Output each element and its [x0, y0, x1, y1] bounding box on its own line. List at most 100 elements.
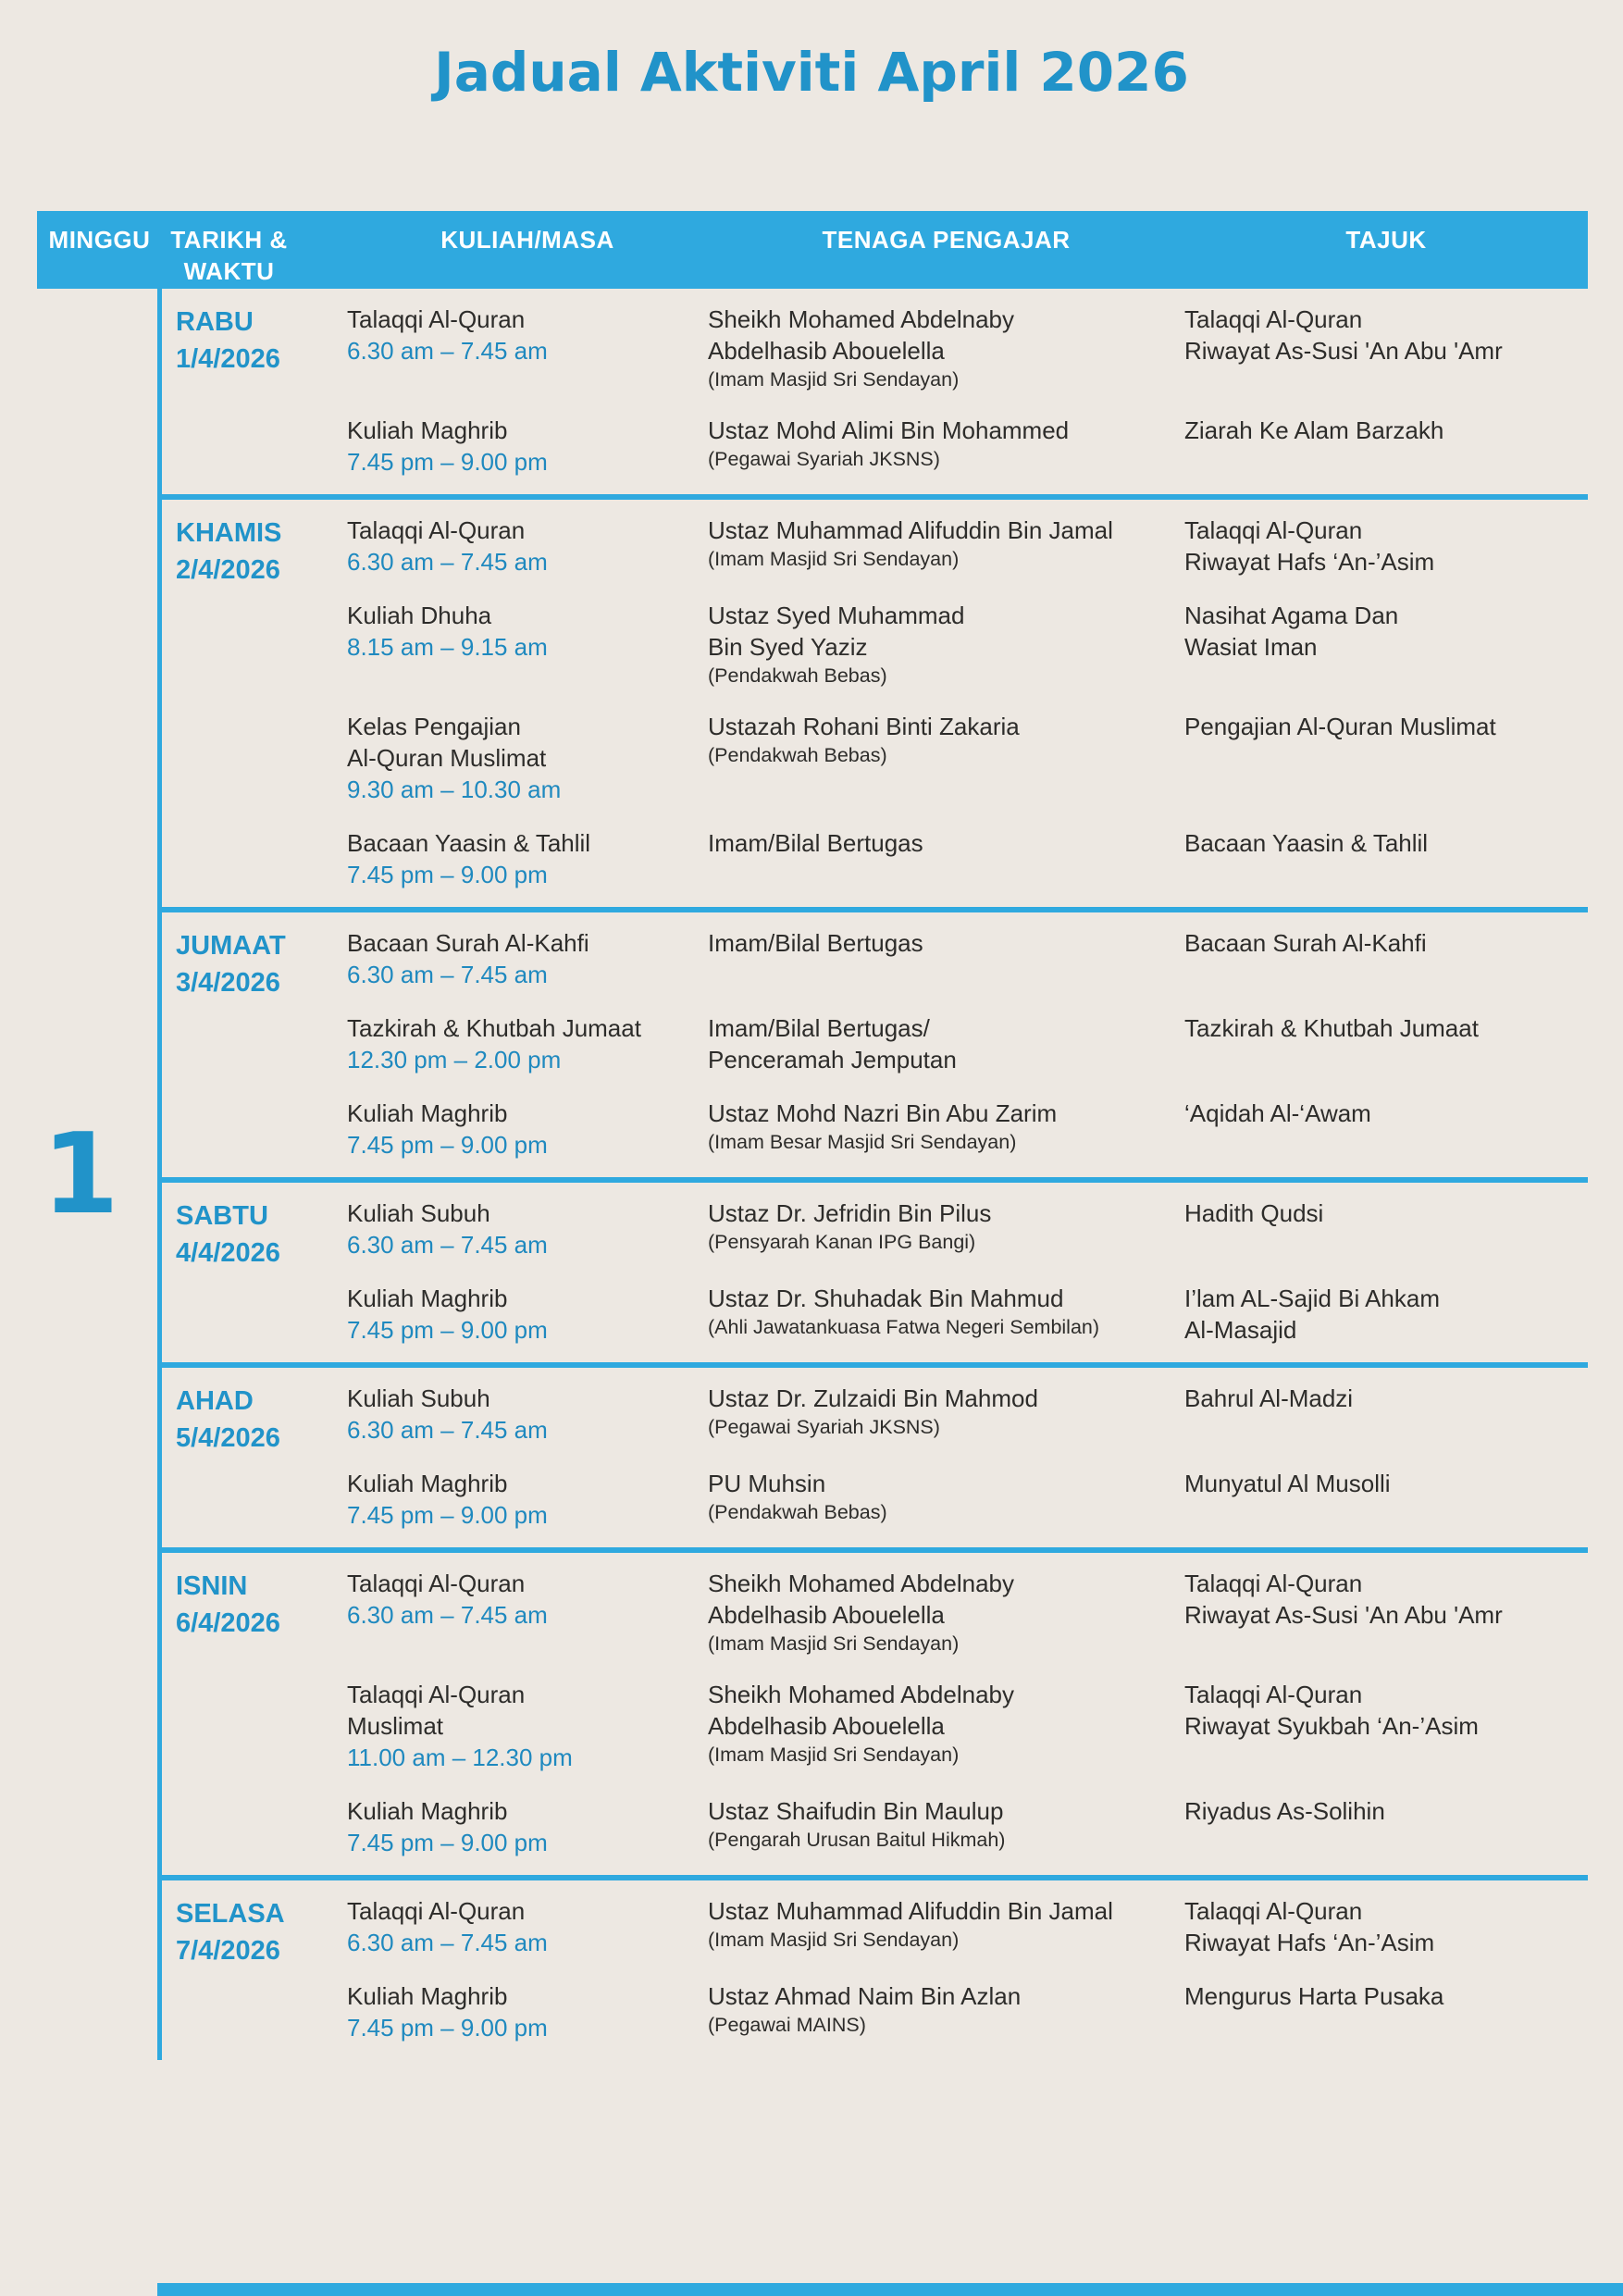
topic: Munyatul Al Musolli	[1184, 1470, 1391, 1497]
activity-time: 7.45 pm – 9.00 pm	[347, 2014, 548, 2042]
activity-row: Kuliah Maghrib 7.45 pm – 9.00 pm Ustaz M…	[347, 1098, 1588, 1160]
activity-row: Kuliah Maghrib 7.45 pm – 9.00 pm PU Muhs…	[347, 1468, 1588, 1531]
topic: Talaqqi Al-Quran Riwayat Hafs ‘An-’Asim	[1184, 516, 1435, 576]
activity-name: Talaqqi Al-Quran	[347, 1897, 526, 1925]
day-date: 3/4/2026	[176, 968, 280, 998]
activity-row: Kelas Pengajian Al-Quran Muslimat 9.30 a…	[347, 711, 1588, 805]
teacher-role: (Pegawai Syariah JKSNS)	[708, 448, 940, 470]
day-name: AHAD	[176, 1386, 254, 1416]
topic: Mengurus Harta Pusaka	[1184, 1982, 1444, 2010]
day-date: 6/4/2026	[176, 1608, 280, 1638]
topic: Talaqqi Al-Quran Riwayat Hafs ‘An-’Asim	[1184, 1897, 1435, 1956]
day-row-jumaat: JUMAAT 3/4/2026 Bacaan Surah Al-Kahfi 6.…	[162, 912, 1588, 1183]
teacher-role: (Pensyarah Kanan IPG Bangi)	[708, 1231, 976, 1253]
activity-name: Bacaan Yaasin & Tahlil	[347, 829, 591, 857]
activity-name: Talaqqi Al-Quran Muslimat	[347, 1681, 526, 1740]
activity-name: Kuliah Subuh	[347, 1199, 490, 1227]
activity-name: Kuliah Subuh	[347, 1384, 490, 1412]
topic: I’lam AL-Sajid Bi Ahkam Al-Masajid	[1184, 1285, 1441, 1344]
activity-time: 6.30 am – 7.45 am	[347, 961, 548, 988]
activity-time: 8.15 am – 9.15 am	[347, 633, 548, 661]
activity-name: Kuliah Maghrib	[347, 1982, 508, 2010]
day-row-isnin: ISNIN 6/4/2026 Talaqqi Al-Quran 6.30 am …	[162, 1553, 1588, 1880]
next-table-edge	[157, 2283, 1623, 2296]
teacher-name: Ustaz Dr. Shuhadak Bin Mahmud	[708, 1285, 1064, 1312]
topic: Hadith Qudsi	[1184, 1199, 1324, 1227]
day-row-sabtu: SABTU 4/4/2026 Kuliah Subuh 6.30 am – 7.…	[162, 1183, 1588, 1368]
teacher-name: Ustaz Shaifudin Bin Maulup	[708, 1797, 1004, 1825]
topic: Pengajian Al-Quran Muslimat	[1184, 713, 1496, 740]
activity-row: Kuliah Subuh 6.30 am – 7.45 am Ustaz Dr.…	[347, 1383, 1588, 1446]
topic: Bacaan Yaasin & Tahlil	[1184, 829, 1429, 857]
day-date-cell: RABU 1/4/2026	[162, 304, 347, 478]
teacher-name: Ustaz Muhammad Alifuddin Bin Jamal	[708, 516, 1113, 544]
teacher-role: (Imam Besar Masjid Sri Sendayan)	[708, 1131, 1017, 1153]
day-date: 7/4/2026	[176, 1936, 280, 1966]
activity-time: 6.30 am – 7.45 am	[347, 1601, 548, 1629]
teacher-role: (Imam Masjid Sri Sendayan)	[708, 548, 960, 570]
activity-time: 7.45 pm – 9.00 pm	[347, 1131, 548, 1159]
activity-name: Kuliah Maghrib	[347, 1285, 508, 1312]
day-name: KHAMIS	[176, 518, 282, 548]
day-date: 2/4/2026	[176, 555, 280, 585]
teacher-name: Ustaz Dr. Zulzaidi Bin Mahmod	[708, 1384, 1038, 1412]
header-tarikh-waktu: TARIKH & WAKTU	[170, 226, 288, 285]
activity-name: Tazkirah & Khutbah Jumaat	[347, 1014, 641, 1042]
activity-row: Talaqqi Al-Quran 6.30 am – 7.45 am Ustaz…	[347, 1895, 1588, 1958]
activity-time: 12.30 pm – 2.00 pm	[347, 1046, 562, 1074]
day-name: SELASA	[176, 1899, 285, 1929]
teacher-role: (Imam Masjid Sri Sendayan)	[708, 1632, 960, 1655]
teacher-role: (Ahli Jawatankuasa Fatwa Negeri Sembilan…	[708, 1316, 1100, 1338]
activity-time: 6.30 am – 7.45 am	[347, 1416, 548, 1444]
activity-name: Kuliah Maghrib	[347, 1470, 508, 1497]
teacher-name: Ustazah Rohani Binti Zakaria	[708, 713, 1020, 740]
teacher-role: (Pendakwah Bebas)	[708, 664, 887, 687]
topic: Talaqqi Al-Quran Riwayat As-Susi 'An Abu…	[1184, 305, 1503, 365]
activity-time: 9.30 am – 10.30 am	[347, 776, 562, 803]
topic: Ziarah Ke Alam Barzakh	[1184, 416, 1444, 444]
activity-row: Talaqqi Al-Quran 6.30 am – 7.45 am Ustaz…	[347, 515, 1588, 577]
teacher-name: Ustaz Dr. Jefridin Bin Pilus	[708, 1199, 992, 1227]
activity-row: Kuliah Maghrib 7.45 pm – 9.00 pm Ustaz D…	[347, 1283, 1588, 1346]
teacher-name: Sheikh Mohamed Abdelnaby Abdelhasib Abou…	[708, 1570, 1015, 1629]
topic: Tazkirah & Khutbah Jumaat	[1184, 1014, 1479, 1042]
teacher-name: Ustaz Syed Muhammad Bin Syed Yaziz	[708, 602, 965, 661]
header-tenaga-pengajar: TENAGA PENGAJAR	[822, 226, 1071, 254]
teacher-role: (Pendakwah Bebas)	[708, 1501, 887, 1523]
day-name: RABU	[176, 307, 254, 337]
activity-row: Talaqqi Al-Quran 6.30 am – 7.45 am Sheik…	[347, 1568, 1588, 1657]
teacher-name: Sheikh Mohamed Abdelnaby Abdelhasib Abou…	[708, 305, 1015, 365]
schedule-table: MINGGU TARIKH & WAKTU KULIAH/MASA TENAGA…	[37, 211, 1588, 2060]
day-date-cell: ISNIN 6/4/2026	[162, 1568, 347, 1858]
activity-row: Kuliah Maghrib 7.45 pm – 9.00 pm Ustaz S…	[347, 1795, 1588, 1858]
teacher-name: Ustaz Muhammad Alifuddin Bin Jamal	[708, 1897, 1113, 1925]
day-name: JUMAAT	[176, 931, 286, 961]
teacher-role: (Pegawai MAINS)	[708, 2014, 866, 2036]
activity-name: Kuliah Dhuha	[347, 602, 492, 629]
activity-name: Kuliah Maghrib	[347, 416, 508, 444]
day-name: ISNIN	[176, 1571, 248, 1601]
activity-name: Bacaan Surah Al-Kahfi	[347, 929, 589, 957]
activity-name: Talaqqi Al-Quran	[347, 516, 526, 544]
activity-row: Bacaan Yaasin & Tahlil 7.45 pm – 9.00 pm…	[347, 827, 1588, 890]
day-rows: RABU 1/4/2026 Talaqqi Al-Quran 6.30 am –…	[157, 289, 1588, 2060]
day-row-khamis: KHAMIS 2/4/2026 Talaqqi Al-Quran 6.30 am…	[162, 500, 1588, 912]
activity-row: Kuliah Subuh 6.30 am – 7.45 am Ustaz Dr.…	[347, 1198, 1588, 1260]
table-body: 1 RABU 1/4/2026 Talaqqi Al-Quran 6.30 am…	[37, 289, 1588, 2060]
activity-name: Kelas Pengajian Al-Quran Muslimat	[347, 713, 547, 772]
header-minggu: MINGGU	[48, 226, 151, 254]
teacher-role: (Pendakwah Bebas)	[708, 744, 887, 766]
teacher-name: PU Muhsin	[708, 1470, 826, 1497]
activity-time: 7.45 pm – 9.00 pm	[347, 448, 548, 476]
activity-name: Kuliah Maghrib	[347, 1797, 508, 1825]
teacher-name: Sheikh Mohamed Abdelnaby Abdelhasib Abou…	[708, 1681, 1015, 1740]
topic: Bahrul Al-Madzi	[1184, 1384, 1354, 1412]
teacher-name: Imam/Bilal Bertugas	[708, 929, 923, 957]
activity-row: Talaqqi Al-Quran Muslimat 11.00 am – 12.…	[347, 1679, 1588, 1773]
activity-name: Talaqqi Al-Quran	[347, 1570, 526, 1597]
header-kuliah-masa: KULIAH/MASA	[440, 226, 614, 254]
activity-time: 6.30 am – 7.45 am	[347, 1929, 548, 1956]
day-date: 1/4/2026	[176, 344, 280, 374]
teacher-name: Imam/Bilal Bertugas/ Penceramah Jemputan	[708, 1014, 957, 1074]
